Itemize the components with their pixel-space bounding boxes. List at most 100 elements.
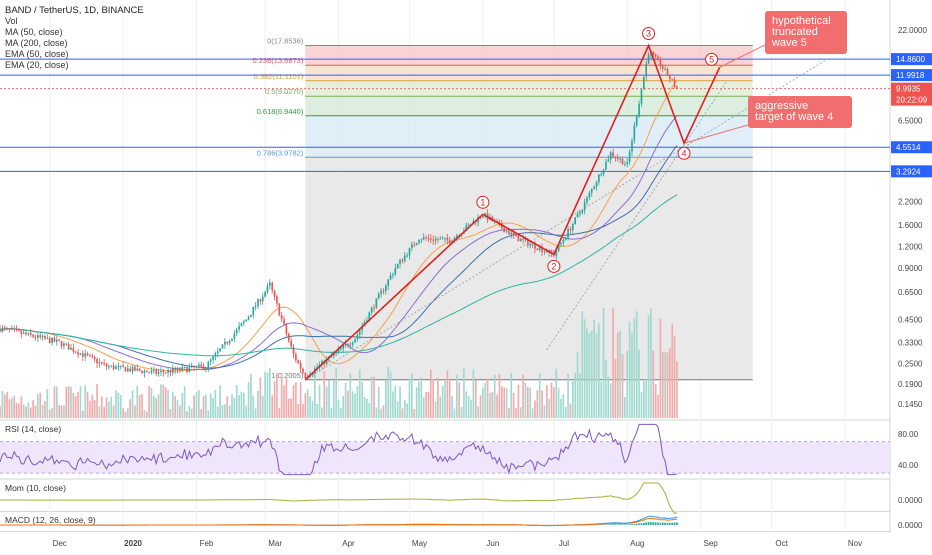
x-tick-label: Apr bbox=[342, 539, 355, 548]
volume-bar bbox=[486, 378, 489, 418]
volume-bar bbox=[557, 387, 560, 418]
macd-histogram-bar bbox=[425, 524, 427, 526]
volume-bar bbox=[53, 386, 56, 418]
candle-body bbox=[278, 303, 281, 316]
volume-bar bbox=[179, 405, 181, 418]
candle-body bbox=[583, 202, 586, 211]
candle-body bbox=[72, 347, 75, 352]
volume-bar bbox=[657, 394, 659, 418]
volume-bar bbox=[593, 319, 595, 418]
volume-bar bbox=[498, 374, 501, 418]
candle-body bbox=[380, 290, 382, 295]
volume-bar bbox=[555, 368, 558, 418]
volume-bar bbox=[162, 384, 165, 418]
candle-body bbox=[283, 319, 285, 325]
volume-bar bbox=[598, 323, 600, 418]
candle-body bbox=[659, 59, 662, 67]
candle-body bbox=[93, 356, 96, 360]
price-tick-label: 2.2000 bbox=[898, 197, 923, 206]
volume-bar bbox=[190, 408, 193, 418]
price-tick-label: 0.9000 bbox=[898, 264, 923, 273]
volume-bar bbox=[252, 395, 255, 418]
volume-bar bbox=[666, 352, 669, 418]
candle-body bbox=[517, 235, 520, 242]
volume-bar bbox=[41, 404, 44, 418]
fib-level-label: 0.618(6.9440) bbox=[257, 107, 304, 116]
momentum-tick: 0.0000 bbox=[898, 496, 923, 505]
price-label-box bbox=[891, 165, 932, 178]
volume-bar bbox=[515, 407, 517, 418]
macd-histogram-bar bbox=[429, 524, 432, 526]
candle-body bbox=[448, 240, 451, 244]
legend-ema50: EMA (50, close) bbox=[5, 49, 69, 59]
volume-bar bbox=[295, 382, 297, 418]
volume-bar bbox=[508, 408, 510, 418]
candle-body bbox=[439, 238, 442, 240]
volume-bar bbox=[0, 406, 1, 418]
volume-bar bbox=[129, 399, 132, 418]
volume-bar bbox=[119, 395, 122, 418]
candle-body bbox=[347, 344, 349, 346]
trend-dotted-line bbox=[546, 81, 728, 350]
wave-label: 1 bbox=[480, 197, 485, 207]
candle-body bbox=[153, 369, 155, 371]
candle-body bbox=[27, 332, 30, 335]
volume-bar bbox=[541, 390, 543, 418]
price-tick-label: 22.0000 bbox=[898, 26, 927, 35]
price-label-box bbox=[891, 69, 932, 82]
candle-body bbox=[55, 339, 58, 342]
volume-bar bbox=[444, 380, 446, 418]
candle-body bbox=[434, 238, 437, 241]
candle-body bbox=[527, 239, 529, 246]
volume-bar bbox=[283, 385, 285, 418]
volume-bar bbox=[600, 381, 603, 418]
elliott-wave-path bbox=[304, 43, 721, 381]
volume-bar bbox=[6, 392, 8, 418]
volume-bar bbox=[181, 392, 184, 418]
candle-body bbox=[332, 353, 335, 356]
candle-body bbox=[287, 334, 290, 341]
volume-bar bbox=[200, 409, 203, 418]
candle-body bbox=[560, 242, 562, 245]
volume-bar bbox=[389, 371, 392, 418]
candle-body bbox=[115, 366, 117, 370]
volume-bar bbox=[242, 392, 245, 418]
price-label-text: 20:22:09 bbox=[896, 96, 928, 105]
volume-bar bbox=[344, 382, 347, 418]
price-tick-label: 0.1450 bbox=[898, 400, 923, 409]
macd-histogram-bar bbox=[673, 522, 676, 525]
symbol-title: BAND / TetherUS, 1D, BINANCE bbox=[5, 5, 144, 16]
candle-body bbox=[280, 315, 283, 320]
candle-body bbox=[91, 355, 94, 357]
x-tick-label: Feb bbox=[200, 539, 214, 548]
volume-bar bbox=[278, 408, 281, 418]
volume-bar bbox=[115, 390, 117, 418]
candle-body bbox=[453, 237, 456, 242]
wave5-annotation[interactable]: hypothetical truncated wave 5 bbox=[765, 11, 847, 54]
fib-level-label: 0(17.8536) bbox=[267, 36, 304, 45]
volume-bar bbox=[451, 396, 453, 418]
candle-body bbox=[129, 368, 132, 372]
volume-bar bbox=[323, 371, 326, 418]
volume-bar bbox=[519, 407, 522, 418]
candle-body bbox=[273, 290, 276, 297]
volume-bar bbox=[202, 395, 205, 418]
volume-bar bbox=[11, 397, 13, 418]
price-label-text: 14.8600 bbox=[896, 55, 925, 64]
candle-body bbox=[626, 161, 629, 164]
volume-bar bbox=[531, 408, 534, 418]
volume-bar bbox=[647, 315, 650, 418]
candle-body bbox=[508, 231, 510, 235]
candle-body bbox=[538, 247, 541, 251]
wave4-annotation[interactable]: aggressive target of wave 4 bbox=[748, 96, 852, 128]
candle-body bbox=[351, 342, 354, 345]
price-label-box bbox=[891, 82, 932, 95]
wave5-line2: truncated bbox=[772, 26, 818, 38]
volume-bar bbox=[219, 385, 221, 418]
candle-body bbox=[292, 346, 295, 355]
candle-body bbox=[224, 341, 226, 345]
candle-body bbox=[276, 296, 278, 304]
candle-body bbox=[176, 367, 179, 371]
